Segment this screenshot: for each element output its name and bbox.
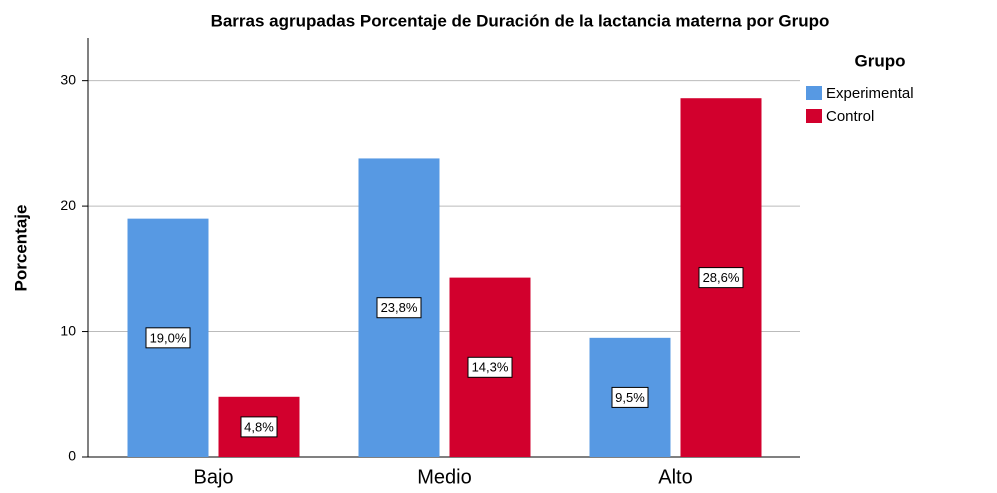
value-label-box [376, 297, 422, 319]
value-label: 9,5% [615, 390, 645, 405]
value-label: 23,8% [381, 300, 418, 315]
legend-swatch [806, 109, 822, 123]
value-label-box [145, 327, 191, 349]
legend-label: Experimental [826, 85, 914, 102]
legend-title: Grupo [855, 51, 906, 70]
value-label-box [698, 267, 744, 289]
y-tick-label: 0 [68, 448, 76, 464]
value-label: 19,0% [150, 330, 187, 345]
value-label: 28,6% [703, 270, 740, 285]
y-tick-label: 10 [60, 322, 76, 338]
y-tick-label: 20 [60, 197, 76, 213]
value-label: 4,8% [244, 419, 274, 434]
value-label: 14,3% [472, 360, 509, 375]
value-label-box [611, 386, 649, 408]
value-label-box [240, 416, 278, 438]
value-label-box [467, 356, 513, 378]
y-axis-label: Porcentaje [11, 205, 30, 292]
y-tick-label: 30 [60, 71, 76, 87]
legend-label: Control [826, 108, 874, 125]
chart-title: Barras agrupadas Porcentaje de Duración … [211, 11, 830, 30]
legend-swatch [806, 86, 822, 100]
x-tick-label: Bajo [193, 466, 233, 488]
x-tick-label: Medio [417, 466, 471, 488]
x-tick-label: Alto [658, 466, 692, 488]
